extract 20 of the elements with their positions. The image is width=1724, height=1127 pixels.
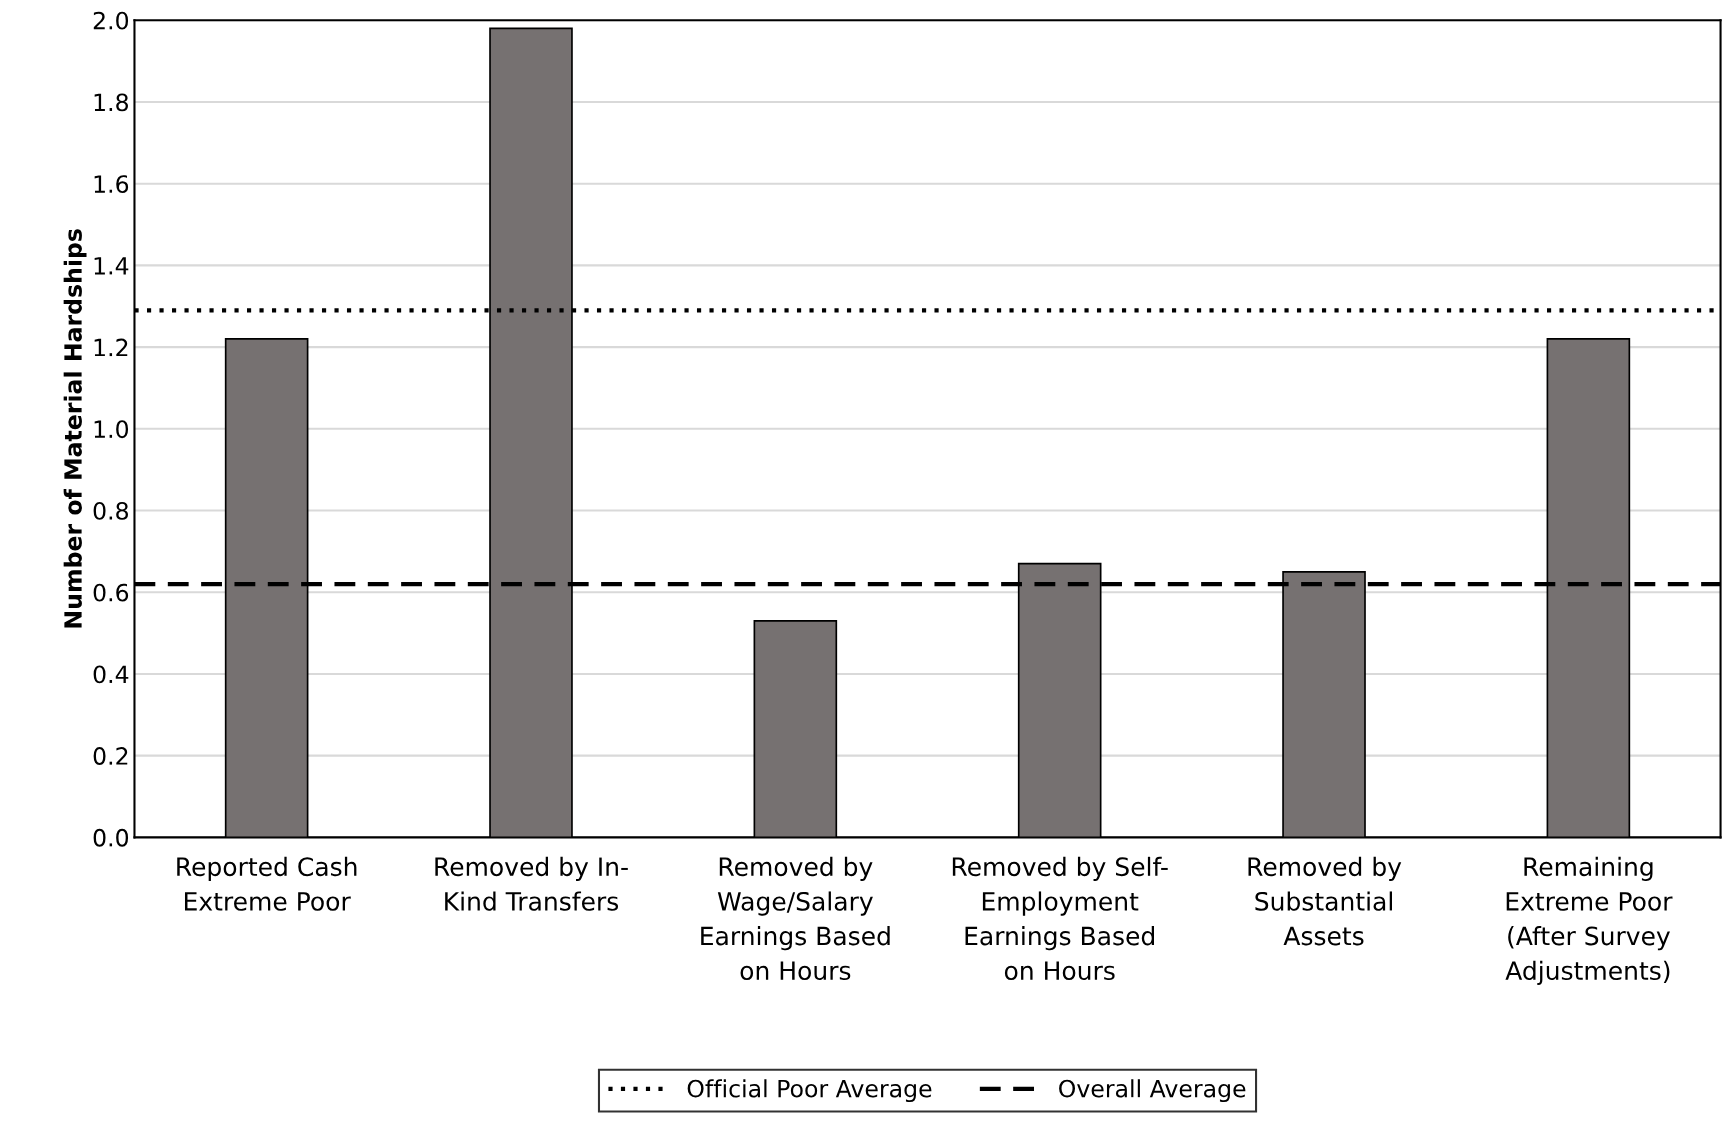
legend-label: Official Poor Average <box>687 1079 932 1103</box>
y-tick-label: 1.4 <box>94 257 129 275</box>
y-tick-label: 1.8 <box>94 93 128 112</box>
x-tick-label: Reported Cash Extreme Poor <box>177 856 357 911</box>
y-tick-label: 1.6 <box>94 175 129 194</box>
y-tick-label: 0.2 <box>93 747 128 765</box>
y-axis-title: Number of Material Hardships <box>63 229 87 628</box>
y-tick-label: 0.8 <box>93 501 128 520</box>
y-tick-label: 0.4 <box>93 665 129 684</box>
y-tick-label: 1.0 <box>94 420 129 439</box>
x-tick-label: Removed by Wage/Salary Earnings Based on Hours <box>701 856 890 981</box>
legend-label: Overall Average <box>1059 1079 1246 1103</box>
y-tick-label: 1.2 <box>94 338 128 357</box>
y-tick-label: 0.6 <box>93 583 129 602</box>
y-tick-label: 2.0 <box>93 11 129 30</box>
x-tick-label: Removed by Self- Employment Earnings Based on Hours <box>952 856 1168 981</box>
x-tick-label: Removed by In- Kind Transfers <box>435 856 628 911</box>
x-tick-label: Removed by Substantial Assets <box>1248 856 1402 946</box>
y-tick-label: 0.0 <box>93 828 129 847</box>
x-tick-label: Remaining Extreme Poor (After Survey Adjustments) <box>1505 856 1673 985</box>
